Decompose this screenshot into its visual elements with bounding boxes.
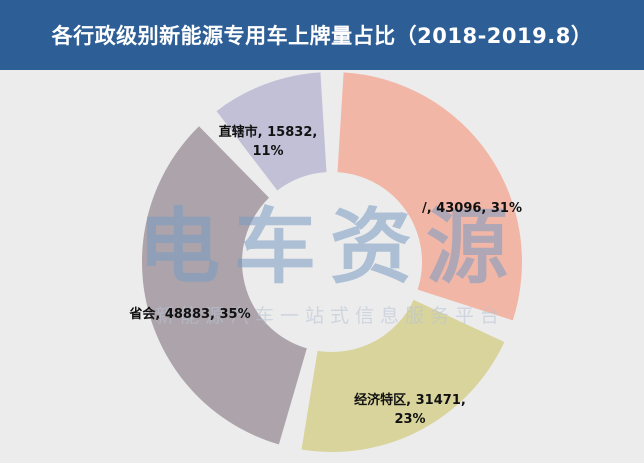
label-group: /, 43096, 31% 经济特区, 31471, 23% 省会, 48883, 3… <box>128 124 522 427</box>
doughnut-chart: 电车资源 新能源汽车一站式信息服务平台 /, 43096, 31% 经济特区, 3… <box>128 72 522 453</box>
slice-label-4: 直辖市, 15832, 11% <box>219 124 318 159</box>
title-bar: 各行政级别新能源专用车上牌量占比（2018-2019.8） <box>0 0 644 70</box>
slice-1 <box>337 72 522 321</box>
slice-label-1: /, 43096, 31% <box>422 201 522 216</box>
slice-2 <box>301 299 505 453</box>
watermark: 电车资源 新能源汽车一站式信息服务平台 <box>138 200 522 327</box>
slice-group <box>141 72 522 453</box>
chart-area: 电车资源 新能源汽车一站式信息服务平台 /, 43096, 31% 经济特区, 3… <box>0 70 644 463</box>
slice-label-2: 经济特区, 31471, 23% <box>354 392 466 427</box>
watermark-slogan: 新能源汽车一站式信息服务平台 <box>155 305 505 327</box>
slice-label-3: 省会, 48883, 35% <box>128 306 250 322</box>
chart-title: 各行政级别新能源专用车上牌量占比（2018-2019.8） <box>51 24 593 48</box>
watermark-brand: 电车资源 <box>138 200 522 295</box>
slice-4 <box>216 72 327 191</box>
slice-3 <box>141 126 307 445</box>
